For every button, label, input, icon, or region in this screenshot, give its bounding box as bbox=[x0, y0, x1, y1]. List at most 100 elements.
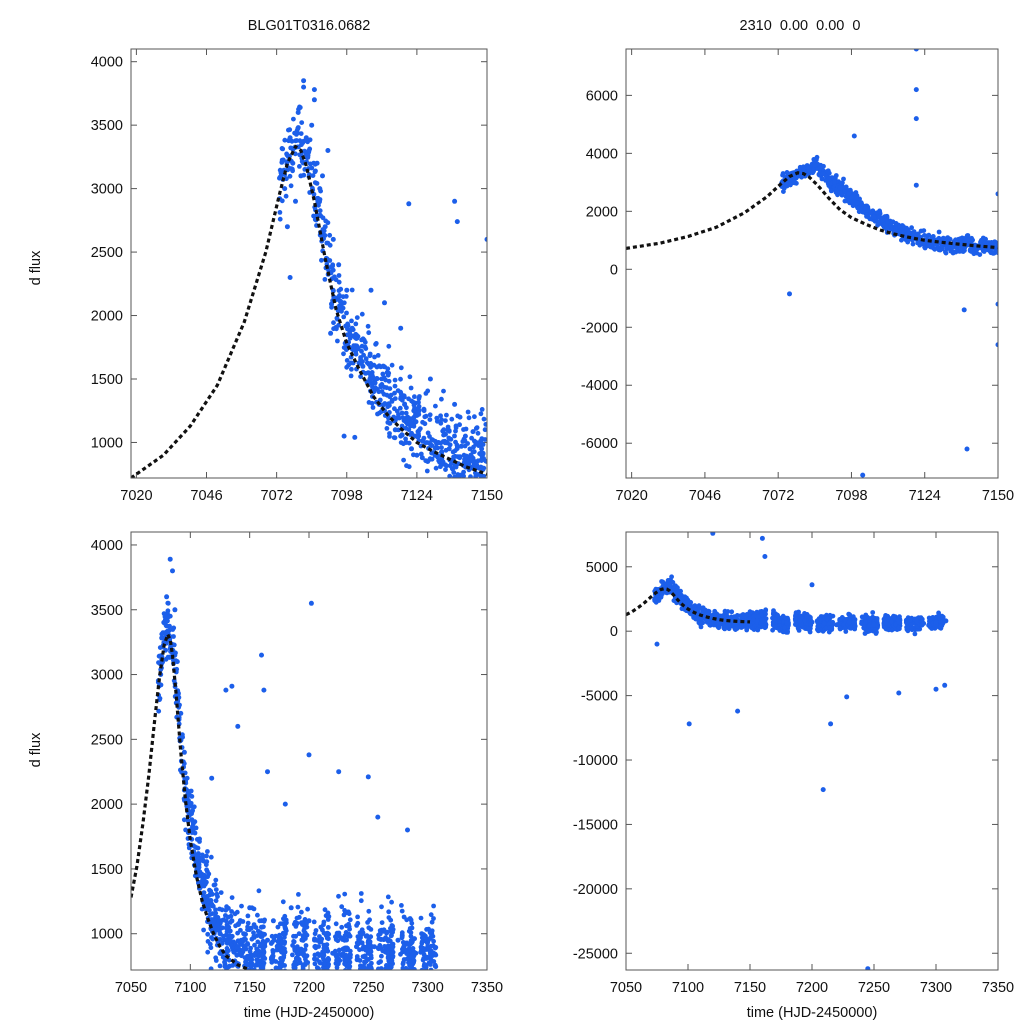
data-point bbox=[284, 224, 290, 230]
data-point bbox=[317, 199, 322, 205]
data-point bbox=[224, 929, 230, 935]
data-point bbox=[354, 944, 359, 950]
data-point bbox=[388, 969, 391, 970]
data-point bbox=[441, 427, 447, 433]
data-point bbox=[481, 480, 486, 485]
data-point bbox=[419, 455, 425, 461]
data-point bbox=[849, 194, 855, 200]
data-point bbox=[347, 948, 353, 954]
data-point bbox=[363, 933, 369, 939]
data-point bbox=[468, 456, 473, 462]
data-point bbox=[336, 262, 342, 268]
data-point bbox=[334, 957, 339, 963]
data-point bbox=[438, 459, 444, 464]
data-point bbox=[388, 926, 393, 931]
data-point bbox=[224, 904, 230, 910]
data-point bbox=[220, 954, 226, 960]
data-point bbox=[478, 411, 484, 417]
data-point bbox=[213, 898, 219, 904]
data-point bbox=[971, 251, 977, 257]
data-point bbox=[403, 436, 408, 442]
data-point bbox=[165, 608, 171, 614]
data-point bbox=[297, 105, 303, 110]
data-point bbox=[322, 970, 327, 975]
data-point bbox=[294, 956, 299, 962]
data-point bbox=[296, 892, 301, 897]
data-point bbox=[369, 400, 375, 406]
data-point bbox=[812, 162, 818, 168]
data-point bbox=[345, 973, 350, 978]
data-point bbox=[425, 944, 431, 950]
data-point bbox=[452, 453, 458, 459]
data-point bbox=[405, 983, 410, 988]
data-point bbox=[185, 788, 191, 794]
data-point bbox=[254, 946, 260, 952]
data-point bbox=[666, 583, 672, 589]
data-point bbox=[313, 928, 319, 933]
data-point bbox=[324, 931, 330, 937]
data-point bbox=[272, 982, 277, 987]
data-point bbox=[347, 917, 353, 923]
data-point bbox=[398, 376, 403, 382]
data-point bbox=[380, 363, 386, 369]
data-point bbox=[438, 413, 443, 419]
data-point bbox=[291, 933, 296, 939]
data-point bbox=[726, 622, 732, 628]
data-point bbox=[793, 616, 798, 622]
data-point bbox=[429, 971, 434, 976]
data-point bbox=[725, 609, 731, 614]
y-tick-label: -4000 bbox=[581, 378, 618, 394]
data-point bbox=[423, 413, 429, 419]
data-point bbox=[342, 988, 347, 993]
data-point bbox=[427, 412, 433, 418]
data-point bbox=[675, 585, 680, 590]
y-tick-label: 6000 bbox=[586, 88, 618, 104]
data-point bbox=[310, 185, 315, 191]
data-point bbox=[211, 918, 217, 924]
data-point bbox=[804, 613, 810, 619]
data-point bbox=[354, 923, 359, 928]
data-point bbox=[841, 176, 846, 182]
data-point bbox=[255, 912, 260, 918]
data-point bbox=[294, 132, 299, 137]
data-point bbox=[431, 916, 436, 921]
data-point bbox=[427, 417, 433, 422]
data-point bbox=[316, 966, 321, 970]
data-point bbox=[293, 972, 298, 977]
data-point bbox=[244, 972, 249, 977]
data-point bbox=[862, 631, 868, 636]
data-point bbox=[851, 133, 857, 139]
data-point bbox=[653, 586, 659, 592]
data-point bbox=[414, 452, 420, 458]
data-point bbox=[430, 450, 436, 456]
x-tick-label: 7250 bbox=[858, 980, 890, 996]
y-tick-label: 2000 bbox=[91, 309, 123, 325]
data-point bbox=[311, 97, 317, 103]
data-point bbox=[338, 286, 344, 292]
data-point bbox=[208, 889, 214, 894]
data-point bbox=[325, 948, 331, 954]
data-point bbox=[322, 970, 327, 975]
data-point bbox=[452, 401, 458, 407]
data-point bbox=[419, 939, 425, 945]
data-point bbox=[287, 275, 293, 280]
data-point bbox=[280, 948, 285, 954]
data-point bbox=[282, 972, 287, 977]
data-point bbox=[339, 976, 344, 981]
data-point bbox=[473, 474, 478, 478]
data-point bbox=[295, 125, 301, 131]
data-point bbox=[218, 974, 223, 979]
data-point bbox=[325, 956, 331, 961]
data-point bbox=[303, 974, 308, 979]
x-tick-label: 7300 bbox=[920, 980, 952, 996]
data-point bbox=[828, 721, 834, 727]
data-point bbox=[247, 905, 253, 911]
data-point bbox=[389, 946, 395, 952]
x-tick-label: 7098 bbox=[835, 488, 867, 504]
data-point bbox=[299, 909, 304, 915]
data-point bbox=[239, 951, 245, 956]
data-point bbox=[801, 165, 806, 171]
data-point bbox=[401, 457, 406, 463]
data-point bbox=[428, 971, 433, 976]
data-point bbox=[909, 626, 914, 632]
